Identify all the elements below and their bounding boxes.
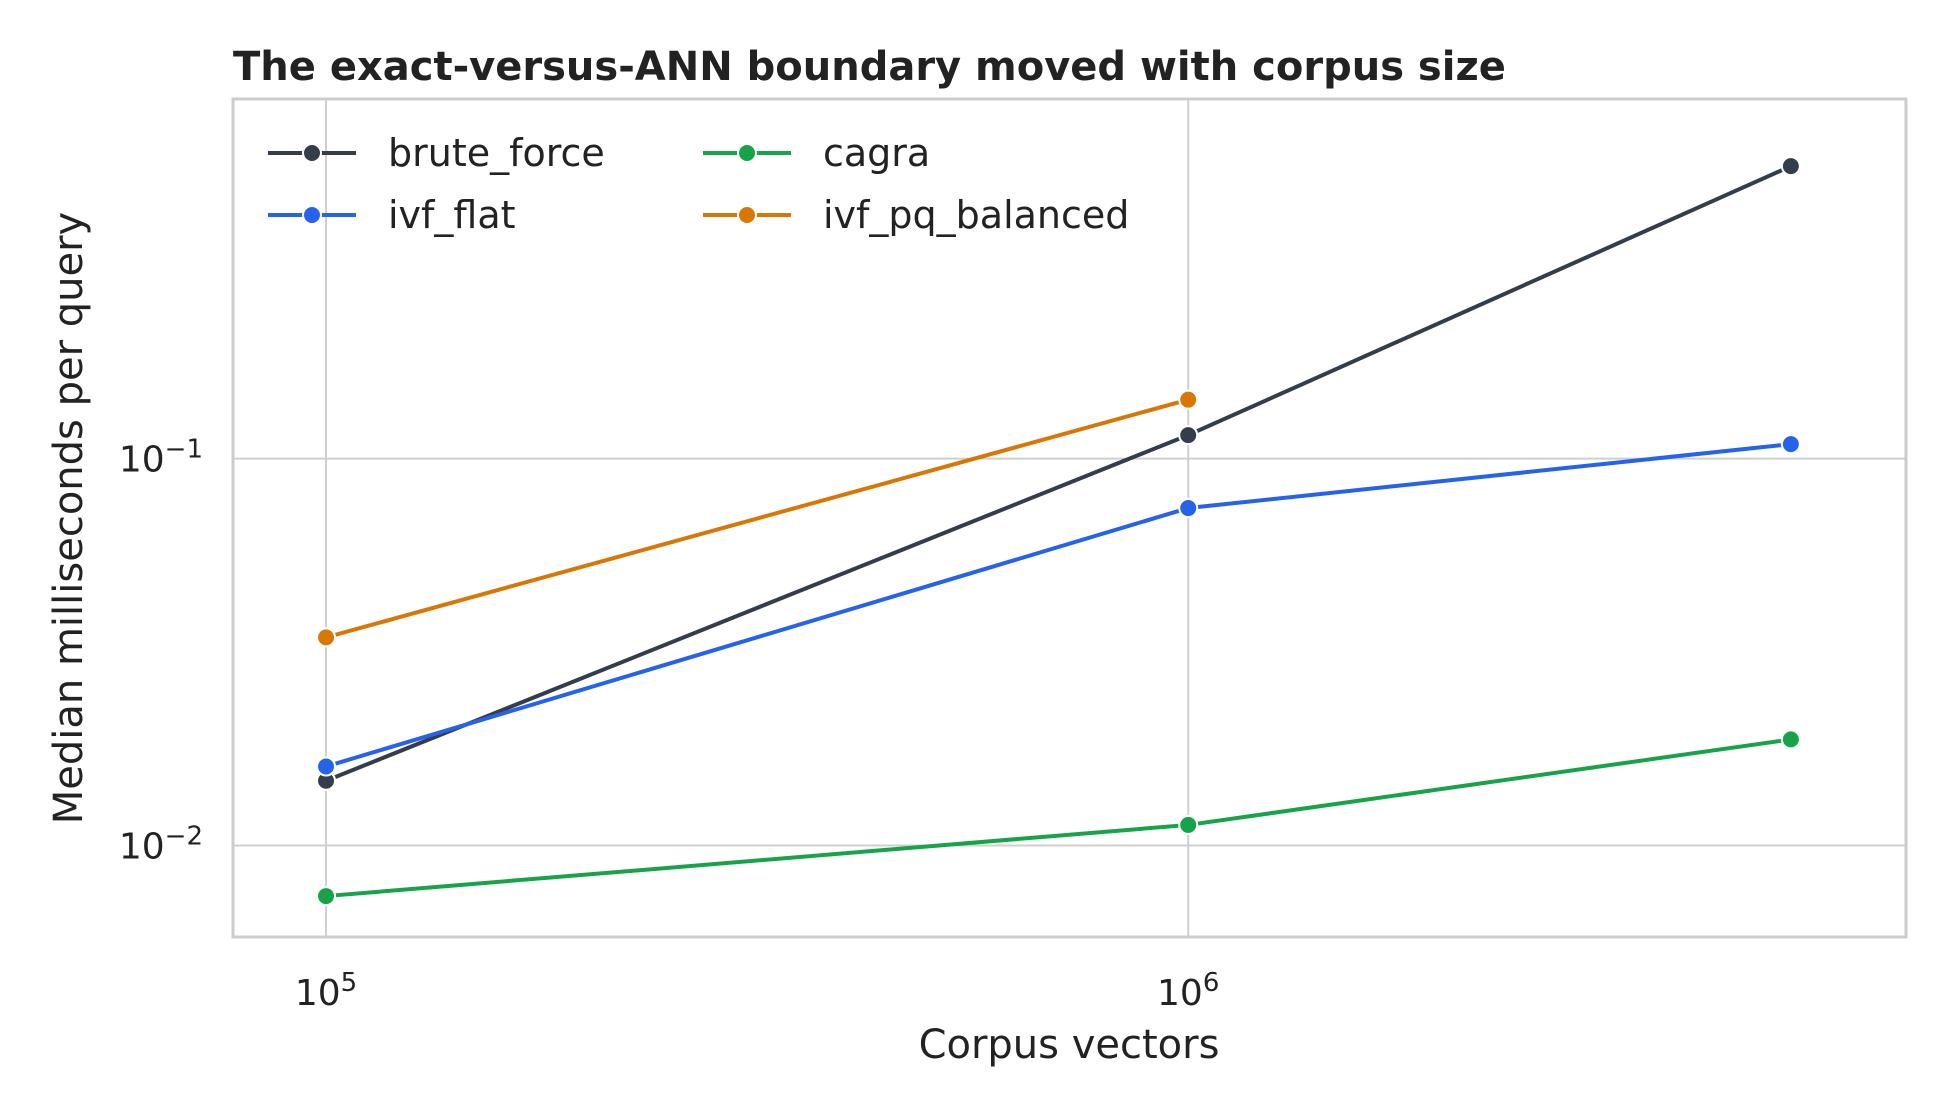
tick-labels: 105 106 10−2 10−1: [119, 435, 1220, 1014]
data-point: [316, 886, 337, 907]
legend-label: brute_force: [388, 131, 605, 175]
legend-item: ivf_flat: [268, 193, 516, 237]
y-axis-label: Median milliseconds per query: [46, 212, 92, 824]
legend-item: ivf_pq_balanced: [703, 193, 1129, 237]
plot-frame: [231, 97, 1908, 939]
x-tick-label: 106: [1157, 968, 1219, 1014]
data-point: [1178, 389, 1199, 410]
series-line: [325, 737, 1792, 899]
chart-title: The exact-versus-ANN boundary moved with…: [233, 44, 1506, 90]
data-point: [1780, 434, 1801, 455]
legend-label: ivf_flat: [388, 193, 516, 237]
series-cagra: [316, 729, 1801, 907]
legend-item: brute_force: [268, 131, 605, 175]
y-tick-label: 10−1: [119, 435, 203, 481]
x-tick-label: 105: [295, 968, 357, 1014]
series-line: [325, 164, 1792, 783]
data-point: [1178, 498, 1199, 519]
data-point: [1780, 729, 1801, 750]
legend-marker: [737, 205, 757, 225]
legend-marker: [737, 143, 757, 163]
legend-marker: [302, 205, 322, 225]
legend-label: cagra: [823, 131, 930, 175]
data-point: [316, 756, 337, 777]
data-point: [1178, 425, 1199, 446]
grid-lines: [233, 99, 1906, 937]
data-point: [316, 627, 337, 648]
legend-label: ivf_pq_balanced: [823, 193, 1129, 237]
legend: brute_force cagra ivf_flat ivf_pq_balanced: [268, 131, 1129, 237]
series-ivf_pq_balanced: [316, 389, 1199, 648]
x-axis-label: Corpus vectors: [919, 1022, 1220, 1068]
series-ivf_flat: [316, 434, 1801, 777]
y-tick-label: 10−2: [119, 821, 203, 867]
series-group: [316, 156, 1801, 907]
data-point: [1780, 156, 1801, 177]
legend-item: cagra: [703, 131, 930, 175]
series-line: [325, 397, 1189, 640]
series-line: [325, 442, 1792, 769]
legend-marker: [302, 143, 322, 163]
series-brute_force: [316, 156, 1801, 791]
data-point: [1178, 814, 1199, 835]
